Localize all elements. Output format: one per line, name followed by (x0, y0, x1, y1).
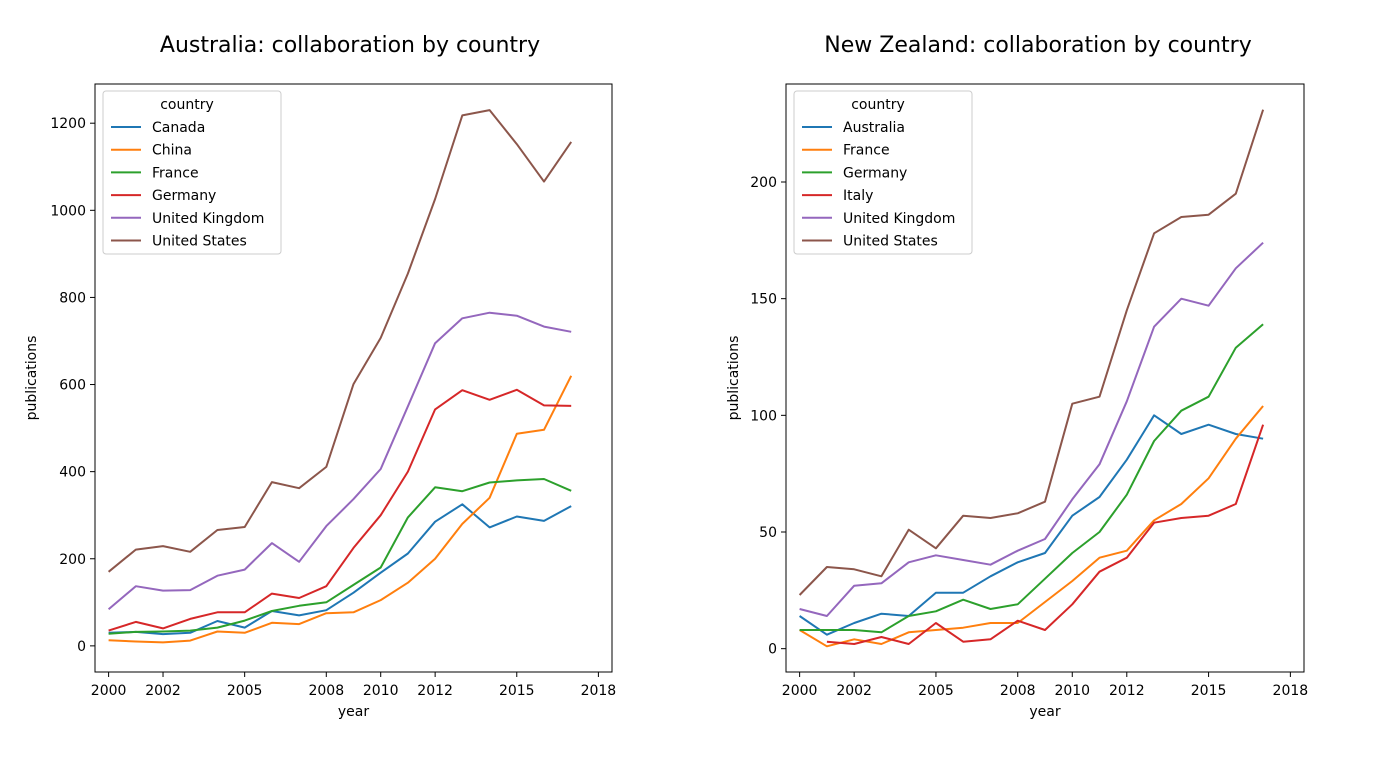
y-tick-label: 150 (750, 292, 777, 308)
legend-entry-label: Germany (152, 188, 216, 204)
x-tick-label: 2010 (363, 683, 399, 699)
legend-entry-label: Italy (843, 188, 873, 204)
legend-entry-label: Canada (152, 120, 205, 136)
legend-entry-label: Germany (843, 165, 907, 181)
x-tick-label: 2000 (782, 683, 818, 699)
series-line-united-states (107, 109, 573, 573)
legend-entry-label: United Kingdom (152, 211, 264, 227)
legend-entry-label: United States (843, 234, 938, 250)
legend-entry-label: France (152, 165, 199, 181)
x-tick-label: 2015 (499, 683, 535, 699)
x-tick-label: 2008 (308, 683, 344, 699)
y-tick-label: 1200 (50, 116, 86, 132)
legend-entry-label: United States (152, 234, 247, 250)
y-tick-label: 100 (750, 408, 777, 424)
x-tick-label: 2000 (91, 683, 127, 699)
legend-entry-label: United Kingdom (843, 211, 955, 227)
x-tick-label: 2015 (1191, 683, 1227, 699)
x-tick-label: 2018 (1273, 683, 1309, 699)
legend: country Australia France Germany Italy United… (793, 90, 973, 255)
y-tick-label: 0 (77, 639, 86, 655)
x-tick-label: 2012 (417, 683, 453, 699)
y-tick-label: 800 (59, 290, 86, 306)
y-tick-label: 600 (59, 378, 86, 394)
legend-entry-label: France (843, 143, 890, 159)
legend-box (793, 90, 973, 255)
series-line-germany (799, 323, 1264, 634)
x-tick-label: 2002 (836, 683, 872, 699)
series-line-united-kingdom (107, 311, 572, 611)
legend: country Canada China France Germany United Ki… (102, 90, 282, 255)
x-tick-label: 2008 (1000, 683, 1036, 699)
series-line-france (799, 405, 1264, 648)
chart-title: New Zealand: collaboration by country (824, 33, 1251, 58)
y-tick-label: 1000 (50, 203, 86, 219)
legend-box (102, 90, 282, 255)
y-tick-label: 400 (59, 465, 86, 481)
legend-title: country (851, 97, 905, 113)
series-line-united-states (798, 109, 1265, 596)
legend-entry-label: Australia (843, 120, 905, 136)
y-tick-label: 200 (59, 552, 86, 568)
series-line-germany (108, 388, 572, 632)
series-line-canada (108, 503, 572, 636)
legend-title: country (160, 97, 214, 113)
chart-new-zealand: New Zealand: collaboration by country 200… (726, 33, 1308, 720)
plot-frame (94, 83, 613, 673)
y-tick-label: 0 (768, 642, 777, 658)
x-tick-label: 2010 (1054, 683, 1090, 699)
legend-entry-label: China (152, 143, 192, 159)
y-axis-label: publications (726, 336, 742, 421)
plot-frame (785, 83, 1305, 673)
y-tick-label: 50 (759, 525, 777, 541)
y-tick-label: 200 (750, 175, 777, 191)
x-tick-label: 2002 (145, 683, 181, 699)
x-axis-label: year (338, 704, 369, 720)
x-axis-label: year (1029, 704, 1060, 720)
series-line-italy (826, 424, 1265, 645)
series-line-france (108, 478, 572, 635)
x-tick-label: 2012 (1109, 683, 1145, 699)
y-axis-label: publications (24, 336, 40, 421)
series-line-australia (799, 414, 1264, 636)
x-tick-label: 2005 (227, 683, 263, 699)
x-tick-label: 2005 (918, 683, 954, 699)
series-line-united-kingdom (799, 241, 1264, 617)
series-line-china (108, 375, 573, 644)
chart-title: Australia: collaboration by country (160, 33, 540, 58)
x-tick-label: 2018 (581, 683, 617, 699)
